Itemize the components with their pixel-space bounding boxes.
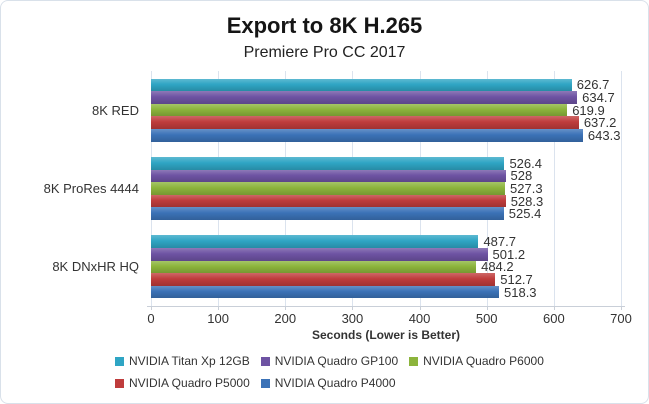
category-label: 8K ProRes 4444 <box>43 180 139 196</box>
legend-label: NVIDIA Quadro GP100 <box>274 354 399 368</box>
bar-value-label: 525.4 <box>508 206 542 222</box>
bar-value-label: 528.3 <box>510 193 544 209</box>
x-axis-tickmark <box>218 306 220 310</box>
x-axis-tickmark <box>151 306 152 310</box>
bar <box>151 78 572 92</box>
bar <box>151 235 479 248</box>
legend-item: NVIDIA Quadro P6000 <box>409 354 544 368</box>
category-label: 8K DNxHR HQ <box>52 259 139 275</box>
bar-value-label: 526.4 <box>509 155 542 171</box>
gridline <box>621 71 622 306</box>
legend-label: NVIDIA Titan Xp 12GB <box>129 354 250 368</box>
chart-subtitle: Premiere Pro CC 2017 <box>243 44 406 61</box>
bar <box>151 207 504 220</box>
x-axis-tickmark <box>621 306 622 310</box>
legend-swatch-icon <box>409 356 419 366</box>
legend-swatch-icon <box>115 356 124 366</box>
x-axis-tick-label: 0 <box>147 311 155 326</box>
bar-value-label: 643.3 <box>587 127 621 143</box>
bar-value-label: 528 <box>510 168 533 184</box>
bar-value-label: 619.9 <box>572 102 605 118</box>
gridline <box>553 71 555 306</box>
x-axis-tickmark <box>486 306 488 310</box>
legend-label: NVIDIA Quadro P4000 <box>274 376 396 390</box>
legend-item: NVIDIA Quadro GP100 <box>260 354 399 368</box>
bar-value-label: 626.7 <box>576 77 610 93</box>
bar <box>151 285 499 299</box>
x-axis-tick-label: 300 <box>341 311 364 326</box>
legend-item: NVIDIA Quadro P5000 <box>115 376 250 390</box>
bar <box>151 273 496 286</box>
x-axis-tickmark <box>553 306 555 310</box>
bar-value-label: 634.7 <box>582 90 615 106</box>
category-label: 8K RED <box>92 102 139 118</box>
plot-area <box>151 71 622 306</box>
x-axis-tick-label: 100 <box>207 311 229 326</box>
x-axis-tickmark <box>352 306 354 310</box>
chart-title: Export to 8K H.265 <box>226 13 423 38</box>
x-axis-line <box>147 306 625 307</box>
bar <box>151 260 477 274</box>
x-axis-tick-label: 200 <box>274 311 297 326</box>
legend-item: NVIDIA Titan Xp 12GB <box>115 354 250 368</box>
x-axis-tick-label: 500 <box>475 311 498 326</box>
legend-swatch-icon <box>260 378 270 388</box>
x-axis-title: Seconds (Lower is Better) <box>311 328 461 342</box>
x-axis-tick-label: 400 <box>408 311 431 326</box>
bar <box>151 116 579 130</box>
legend-swatch-icon <box>115 378 124 388</box>
legend-item: NVIDIA Quadro P4000 <box>260 376 396 390</box>
bar-value-label: 518.3 <box>504 284 537 300</box>
bar <box>151 91 578 104</box>
bar <box>151 157 505 170</box>
bar-value-label: 527.3 <box>510 180 543 196</box>
bar-value-label: 637.2 <box>583 115 617 131</box>
bar <box>151 182 506 195</box>
x-axis-tick-label: 700 <box>610 311 632 326</box>
legend-row: NVIDIA Quadro P5000 NVIDIA Quadro P4000 <box>115 375 407 391</box>
bar <box>151 103 568 117</box>
legend-swatch-icon <box>260 356 270 366</box>
bar-value-label: 484.2 <box>481 259 514 275</box>
bar-value-label: 512.7 <box>500 271 533 287</box>
bar <box>151 169 506 183</box>
bar-value-label: 487.7 <box>483 234 516 250</box>
legend-label: NVIDIA Quadro P6000 <box>423 354 544 368</box>
bar <box>151 129 583 142</box>
x-axis-tickmark <box>285 306 287 310</box>
x-axis-tickmark <box>419 306 421 310</box>
bar-value-label: 501.2 <box>492 246 526 262</box>
legend-row: NVIDIA Titan Xp 12GB NVIDIA Quadro GP100 N… <box>115 353 555 369</box>
x-axis-tick-label: 600 <box>542 311 565 326</box>
bar <box>151 194 506 208</box>
legend-label: NVIDIA Quadro P5000 <box>129 376 250 390</box>
bar <box>151 247 488 261</box>
